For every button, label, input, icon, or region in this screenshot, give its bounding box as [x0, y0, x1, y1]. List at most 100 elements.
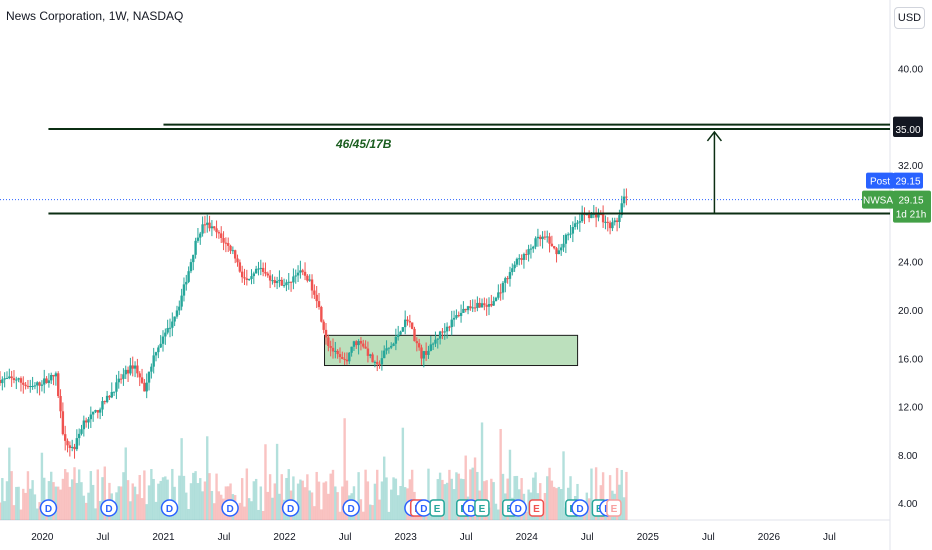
dividend-marker[interactable]	[39, 499, 58, 517]
candle	[313, 290, 316, 295]
candle	[294, 275, 297, 277]
candle	[36, 382, 39, 386]
x-tick-label: Jul	[702, 532, 715, 543]
y-tick-label: 12.00	[898, 403, 923, 414]
volume-bar	[208, 473, 211, 520]
candle	[3, 378, 6, 380]
dividend-marker[interactable]	[509, 499, 528, 517]
earnings-marker[interactable]	[528, 499, 545, 517]
candle	[8, 376, 11, 379]
candle	[369, 354, 372, 356]
target-arrow-head	[706, 130, 723, 142]
candle	[459, 312, 463, 316]
candle	[266, 273, 269, 276]
candle	[140, 377, 144, 383]
candle	[387, 347, 391, 349]
y-tick-label: 40.00	[898, 65, 923, 76]
candle	[494, 297, 498, 302]
candle	[187, 271, 190, 282]
dividend-marker[interactable]	[100, 499, 118, 517]
y-tick-label: 32.00	[898, 161, 923, 172]
event-marker-label: E	[479, 504, 486, 515]
candle	[385, 348, 388, 351]
candle	[217, 232, 221, 234]
support-zone[interactable]	[324, 334, 579, 367]
earnings-marker[interactable]	[474, 499, 490, 517]
volume-bar	[96, 469, 100, 520]
volume-bar	[159, 480, 162, 520]
candle	[604, 221, 607, 223]
candle	[292, 276, 295, 283]
candle	[620, 203, 623, 216]
dividend-marker[interactable]	[342, 499, 360, 517]
volume-bar	[590, 468, 593, 520]
chart-title: News Corporation, 1W, NASDAQ	[6, 9, 184, 23]
volume-bar	[15, 486, 18, 520]
candle	[557, 250, 561, 255]
candle	[499, 292, 502, 294]
candle	[615, 220, 619, 222]
candle	[250, 276, 253, 279]
volume-bar	[562, 451, 565, 520]
earnings-marker[interactable]	[429, 499, 445, 517]
candle	[236, 258, 239, 263]
currency-button[interactable]: USD	[894, 7, 925, 29]
candle	[12, 378, 16, 380]
volume-bar	[122, 472, 125, 520]
candle	[22, 382, 25, 385]
volume-bar	[373, 483, 377, 520]
candle	[427, 350, 430, 355]
volume-bar	[187, 509, 190, 520]
candle	[504, 278, 507, 283]
volume-bar	[189, 483, 193, 520]
volume-bar	[64, 469, 67, 520]
volume-bar	[594, 467, 598, 520]
candle	[471, 307, 474, 309]
candle	[466, 306, 470, 311]
y-tick-label: 20.00	[898, 306, 923, 317]
candle	[483, 303, 486, 306]
candle	[161, 336, 165, 344]
y-tick-label: 16.00	[898, 354, 923, 365]
x-tick-label: Jul	[581, 532, 594, 543]
dividend-marker[interactable]	[571, 499, 589, 517]
volume-bar	[278, 493, 281, 520]
dividend-marker[interactable]	[221, 499, 239, 517]
candle	[357, 340, 360, 346]
earnings-marker[interactable]	[606, 499, 622, 517]
volume-bar	[192, 472, 195, 520]
candle	[555, 248, 558, 255]
volume-bar	[327, 493, 330, 520]
dividend-marker[interactable]	[281, 499, 300, 517]
candle	[401, 327, 405, 332]
candle	[261, 267, 265, 272]
volume-bar	[329, 473, 332, 520]
volume-bar	[380, 481, 384, 520]
candle	[492, 301, 495, 306]
x-tick-label: 2021	[152, 532, 175, 543]
volume-bar	[236, 507, 239, 520]
candle	[345, 359, 349, 362]
level-badge-label: 35.00	[895, 125, 920, 136]
volume-bar	[84, 502, 88, 520]
volume-bar	[383, 456, 386, 520]
volume-bar	[341, 486, 344, 520]
volume-bar	[296, 483, 300, 520]
volume-bar	[401, 427, 405, 520]
dividend-marker[interactable]	[160, 499, 179, 517]
candle	[303, 271, 307, 276]
volume-bar	[471, 467, 474, 520]
candle	[143, 382, 146, 392]
candle	[75, 438, 79, 450]
candle	[429, 344, 432, 351]
event-marker-label: E	[533, 504, 540, 515]
volume-bar	[494, 503, 498, 520]
candle	[413, 328, 416, 342]
volume-bar	[336, 492, 339, 520]
volume-bar	[315, 471, 318, 520]
candle	[352, 341, 356, 347]
candle	[324, 329, 328, 338]
volume-bar	[625, 471, 628, 520]
